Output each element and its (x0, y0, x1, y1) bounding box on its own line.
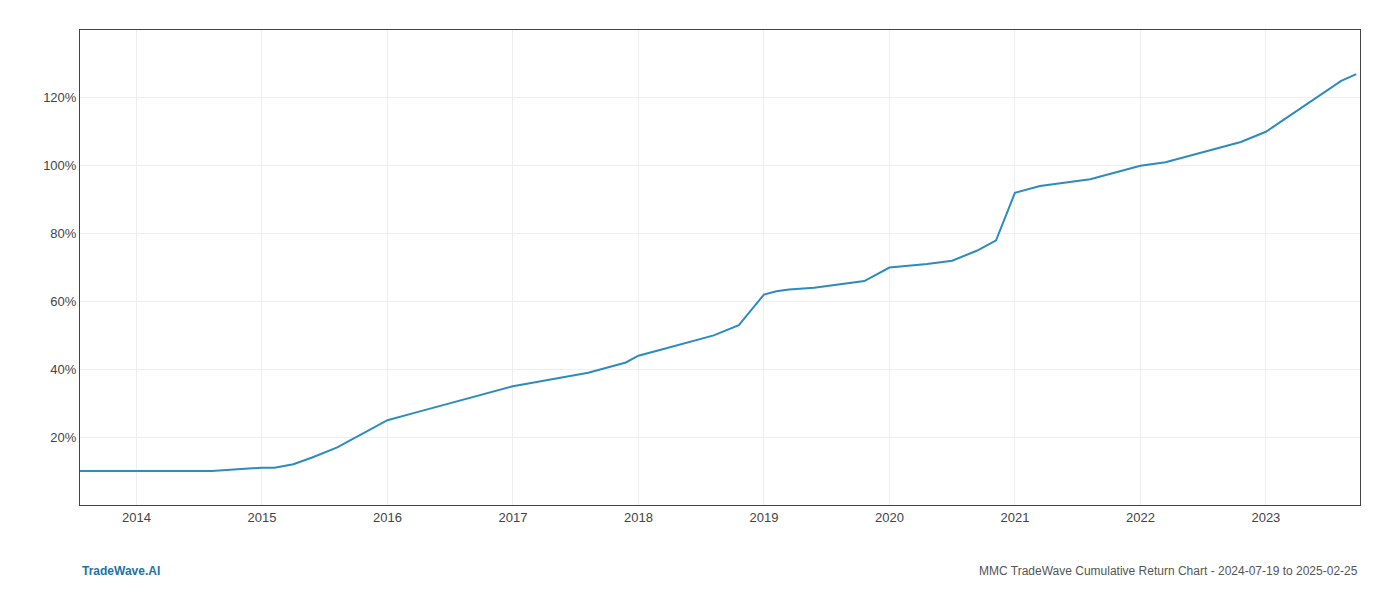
svg-text:100%: 100% (43, 158, 77, 173)
svg-text:2021: 2021 (1000, 510, 1029, 525)
svg-text:2014: 2014 (122, 510, 151, 525)
svg-text:2020: 2020 (875, 510, 904, 525)
svg-text:60%: 60% (50, 294, 76, 309)
svg-text:20%: 20% (50, 430, 76, 445)
svg-text:2023: 2023 (1251, 510, 1280, 525)
svg-text:2018: 2018 (624, 510, 653, 525)
svg-text:120%: 120% (43, 90, 77, 105)
svg-text:2022: 2022 (1126, 510, 1155, 525)
svg-text:2016: 2016 (373, 510, 402, 525)
svg-text:TradeWave.AI: TradeWave.AI (82, 564, 160, 578)
svg-text:2017: 2017 (498, 510, 527, 525)
svg-text:MMC TradeWave Cumulative Retur: MMC TradeWave Cumulative Return Chart - … (979, 564, 1358, 578)
svg-text:80%: 80% (50, 226, 76, 241)
svg-text:2015: 2015 (247, 510, 276, 525)
svg-text:40%: 40% (50, 362, 76, 377)
svg-text:2019: 2019 (749, 510, 778, 525)
